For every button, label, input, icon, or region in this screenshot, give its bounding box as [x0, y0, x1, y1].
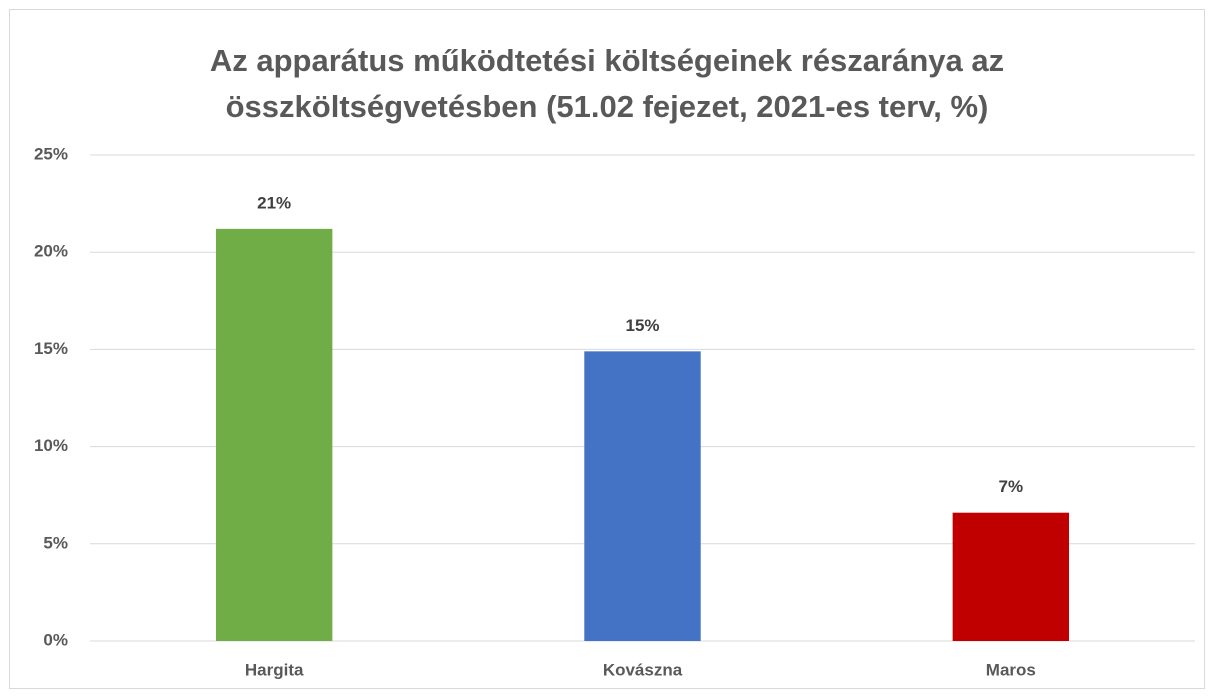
chart-title: Az apparátus működtetési költségeinek ré… — [209, 43, 1005, 124]
bar — [584, 351, 701, 641]
y-tick-label: 20% — [34, 242, 68, 261]
y-tick-label: 25% — [34, 144, 68, 163]
x-tick-label: Hargita — [245, 660, 304, 679]
x-tick-label: Kovászna — [603, 660, 683, 679]
data-label: 7% — [999, 477, 1024, 496]
y-tick-label: 10% — [34, 436, 68, 455]
chart-border — [9, 9, 1205, 689]
y-tick-label: 15% — [34, 339, 68, 358]
bar — [952, 512, 1070, 641]
data-label: 15% — [625, 316, 659, 335]
x-tick-label: Maros — [986, 660, 1036, 679]
y-tick-label: 0% — [43, 630, 68, 649]
y-tick-label: 5% — [43, 533, 68, 552]
data-label: 21% — [257, 193, 291, 212]
bar — [215, 228, 333, 641]
